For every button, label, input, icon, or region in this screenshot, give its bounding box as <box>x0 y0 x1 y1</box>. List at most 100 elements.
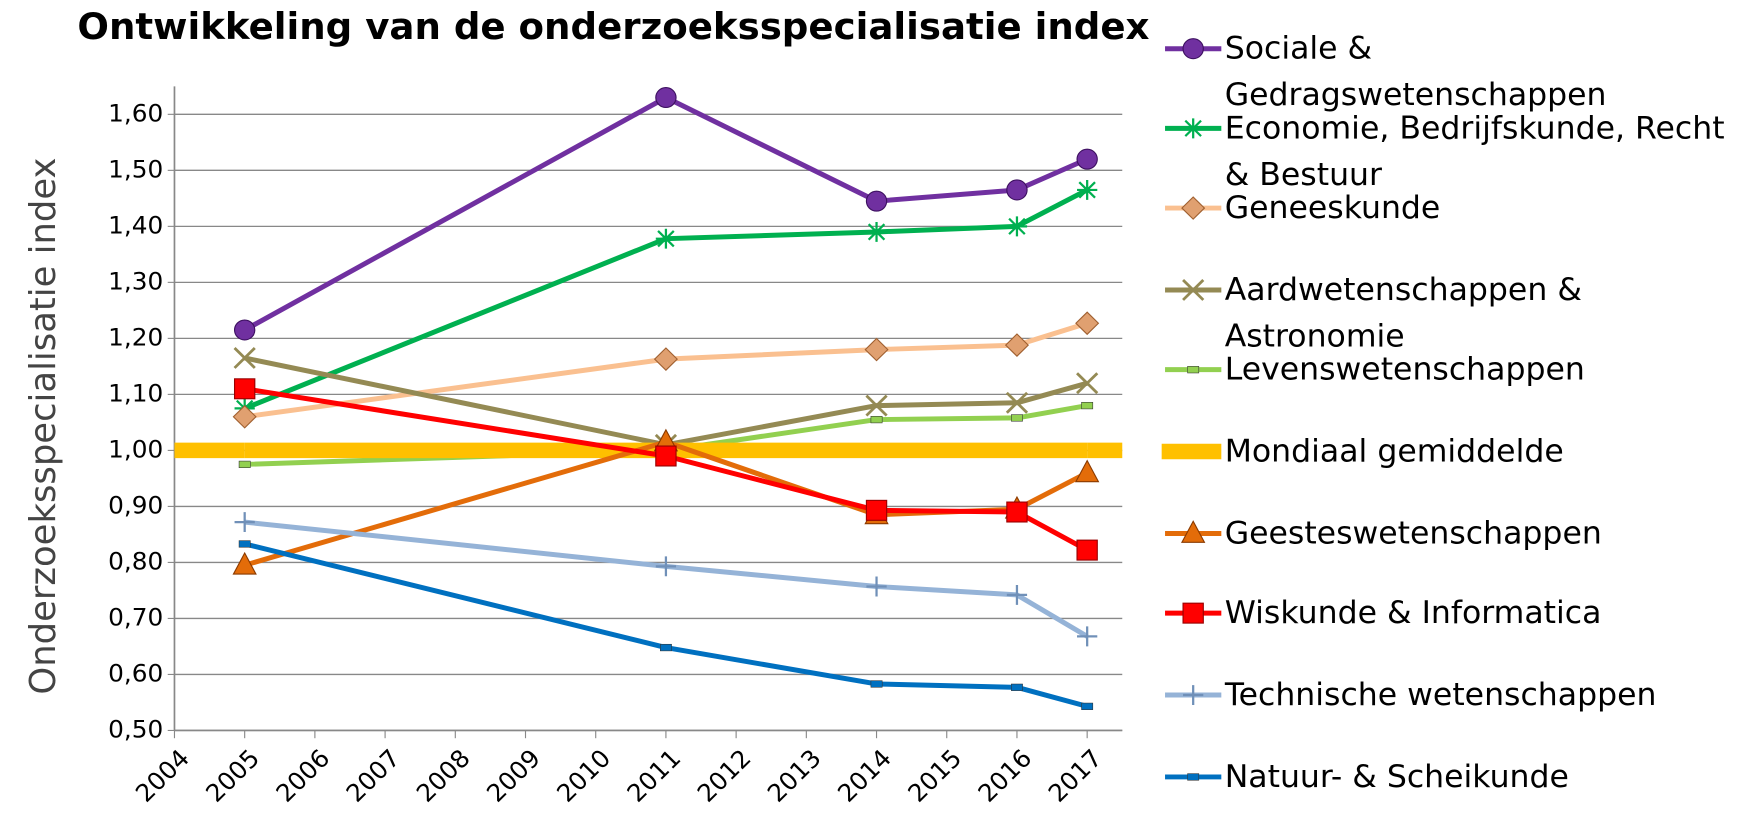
x-tick-label: 2016 <box>972 744 1037 808</box>
marker <box>233 319 256 341</box>
marker <box>1006 584 1028 605</box>
legend-label: Economie, Bedrijfskunde, Recht & Bestuur <box>1224 109 1725 193</box>
x-tick-label: 2004 <box>130 744 195 808</box>
x-tick-label: 2007 <box>340 744 405 808</box>
chart-title: Ontwikkeling van de onderzoeksspecialisa… <box>77 5 1149 48</box>
y-tick-label: 1,50 <box>108 154 163 183</box>
marker <box>234 512 255 533</box>
legend-marker <box>1182 279 1205 301</box>
marker <box>660 643 672 652</box>
legend-item: Technische wetenschappen <box>1224 676 1657 713</box>
legend-item: Sociale & Gedragswetenschappen <box>1224 29 1607 113</box>
legend-label: Geesteswetenschappen <box>1224 514 1602 552</box>
marker <box>1074 459 1100 483</box>
legend-item: Geneeskunde <box>1224 189 1441 226</box>
marker <box>1187 773 1200 781</box>
marker <box>232 551 257 575</box>
x-tick-label: 2005 <box>200 744 265 808</box>
legend-label: Mondiaal gemiddelde <box>1224 432 1564 470</box>
legend-marker <box>1182 38 1204 60</box>
legend-label: Wiskunde & Informatica <box>1224 594 1602 631</box>
x-tick-label: 2011 <box>621 744 686 808</box>
legend-item: Wiskunde & Informatica <box>1224 594 1602 631</box>
legend-item: Geesteswetenschappen <box>1224 514 1602 552</box>
y-tick-label: 0,50 <box>108 715 163 744</box>
marker <box>1183 685 1204 706</box>
x-tick-label: 2017 <box>1042 744 1107 808</box>
marker <box>1081 401 1094 410</box>
marker <box>1181 196 1206 220</box>
legend-marker <box>1183 685 1204 706</box>
marker <box>866 576 887 597</box>
legend-item: Aardwetenschappen & Astronomie <box>1224 271 1582 355</box>
marker <box>655 445 677 467</box>
y-tick-label: 0,60 <box>108 659 163 688</box>
y-tick-label: 0,90 <box>108 491 163 520</box>
marker <box>233 347 256 369</box>
marker <box>1006 501 1028 523</box>
legend-label: Technische wetenschappen <box>1224 676 1657 713</box>
marker <box>1076 372 1099 395</box>
marker <box>866 221 887 242</box>
marker <box>233 378 256 400</box>
marker <box>1081 702 1094 710</box>
x-tick-label: 2010 <box>551 744 616 808</box>
marker <box>1011 683 1023 691</box>
marker <box>238 460 251 469</box>
legend-item: Economie, Bedrijfskunde, Recht & Bestuur <box>1224 109 1725 193</box>
legend-marker <box>1180 520 1206 543</box>
y-axis-label: Onderzoeksspecialisatie index <box>23 158 64 695</box>
marker <box>1180 520 1206 543</box>
legend-marker <box>1181 196 1206 220</box>
legend-label: Aardwetenschappen & Astronomie <box>1224 271 1582 355</box>
legend-marker <box>1187 773 1200 781</box>
legend-label: Levenswetenschappen <box>1224 350 1585 388</box>
y-tick-label: 0,70 <box>108 603 163 632</box>
marker <box>865 394 888 417</box>
legend-marker <box>1187 366 1200 374</box>
marker <box>1006 179 1028 201</box>
legend-item: Mondiaal gemiddelde <box>1224 432 1564 470</box>
marker <box>870 415 883 424</box>
legend-label: Sociale & Gedragswetenschappen <box>1224 29 1607 113</box>
x-tick-label: 2015 <box>902 744 967 808</box>
y-tick-label: 0,80 <box>108 547 163 576</box>
marker <box>1005 391 1029 414</box>
marker <box>1076 539 1098 561</box>
x-tick-label: 2008 <box>411 744 476 808</box>
marker <box>1187 366 1200 374</box>
legend-marker <box>1183 118 1204 139</box>
marker <box>232 404 257 429</box>
x-tick-label: 2013 <box>762 744 827 808</box>
series-line <box>243 187 1089 411</box>
series-line <box>243 95 1089 333</box>
x-tick-label: 2009 <box>481 744 546 808</box>
x-tick-label: 2014 <box>832 744 897 808</box>
y-tick-label: 1,30 <box>108 267 163 296</box>
marker <box>238 540 251 548</box>
y-tick-label: 1,60 <box>108 98 163 127</box>
legend-item: Levenswetenschappen <box>1224 350 1585 388</box>
marker <box>870 680 883 688</box>
marker <box>865 499 888 521</box>
marker <box>1004 333 1030 357</box>
x-tick-label: 2006 <box>270 744 335 808</box>
marker <box>1006 216 1028 237</box>
marker <box>655 556 677 577</box>
marker <box>655 87 677 109</box>
marker <box>1011 414 1023 422</box>
legend-item: Natuur- & Scheikunde <box>1225 758 1569 795</box>
legend-label: Geneeskunde <box>1224 189 1441 226</box>
marker <box>1183 118 1204 139</box>
marker <box>1182 38 1204 60</box>
series-line <box>244 519 1089 639</box>
marker <box>1076 148 1098 170</box>
y-tick-label: 1,20 <box>108 323 163 352</box>
y-tick-label: 1,10 <box>108 379 163 408</box>
marker <box>1182 602 1204 624</box>
legend-marker <box>1182 602 1204 624</box>
y-tick-label: 1,00 <box>108 435 163 464</box>
y-tick-label: 1,40 <box>108 210 163 239</box>
